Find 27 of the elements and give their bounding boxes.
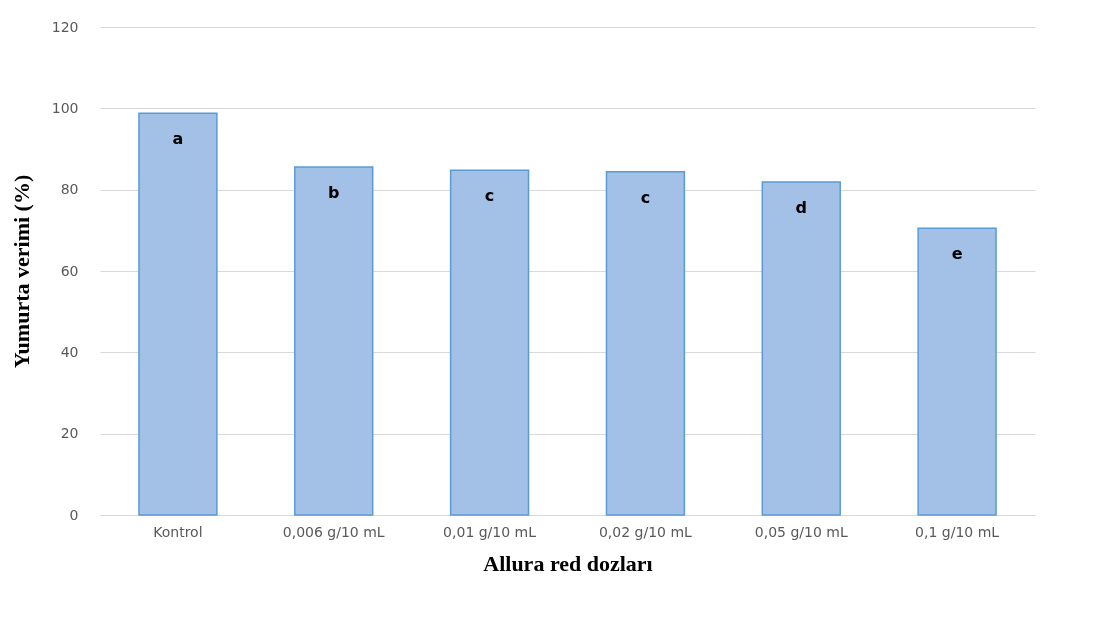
annotation: d — [795, 197, 807, 217]
y-axis-title: Yumurta verimi (%) — [8, 174, 34, 369]
y-tick-label: 20 — [60, 425, 79, 442]
x-tick-label: 0,02 g/10 mL — [598, 523, 693, 540]
x-tick-label: Kontrol — [153, 523, 203, 540]
bar — [138, 112, 218, 516]
y-tick-label: 80 — [60, 181, 79, 198]
y-tick-label: 0 — [69, 506, 79, 523]
y-tick-label: 40 — [60, 343, 79, 360]
annotation: e — [951, 244, 963, 264]
x-tick-label: 0,006 g/10 mL — [282, 523, 385, 540]
x-tick-label: 0,1 g/10 mL — [915, 523, 1000, 540]
y-tick-label: 60 — [60, 262, 79, 279]
x-tick-label: 0,05 g/10 mL — [754, 523, 848, 540]
bar — [449, 169, 530, 516]
bar — [761, 181, 841, 516]
annotation: c — [484, 186, 495, 206]
x-tick-label: 0,01 g/10 mL — [443, 523, 537, 540]
annotation: a — [172, 129, 184, 149]
bar — [917, 227, 997, 516]
y-tick-label: 100 — [51, 99, 79, 116]
bar — [294, 166, 374, 516]
y-tick-label: 120 — [51, 18, 79, 35]
annotation: b — [328, 182, 340, 202]
x-axis-title: Allura red dozları — [483, 550, 653, 576]
bar — [605, 171, 686, 516]
annotation: c — [640, 187, 651, 207]
